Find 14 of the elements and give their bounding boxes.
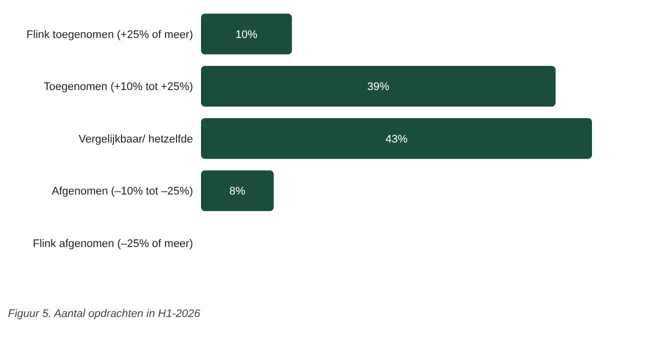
bar: [201, 14, 292, 54]
data-label: 8%: [229, 186, 246, 198]
y-tick-label: Vergelijkbaar/ hetzelfde: [78, 133, 193, 146]
data-label: 10%: [235, 28, 258, 41]
data-label: 39%: [367, 81, 390, 94]
data-label: 43%: [385, 133, 408, 146]
bar: [201, 170, 274, 212]
bar: [201, 118, 592, 159]
y-tick-label: Toegenomen (+10% tot +25%): [44, 81, 193, 94]
text: Figuur 5. Aantal opdrachten in H1-2026: [8, 308, 202, 320]
bar: [201, 66, 556, 107]
y-tick-label: Flink afgenomen (–25% of meer): [32, 238, 193, 250]
y-tick-label: Afgenomen (–10% tot –25%): [52, 186, 193, 198]
y-tick-label: Flink toegenomen (+25% of meer): [26, 28, 193, 41]
